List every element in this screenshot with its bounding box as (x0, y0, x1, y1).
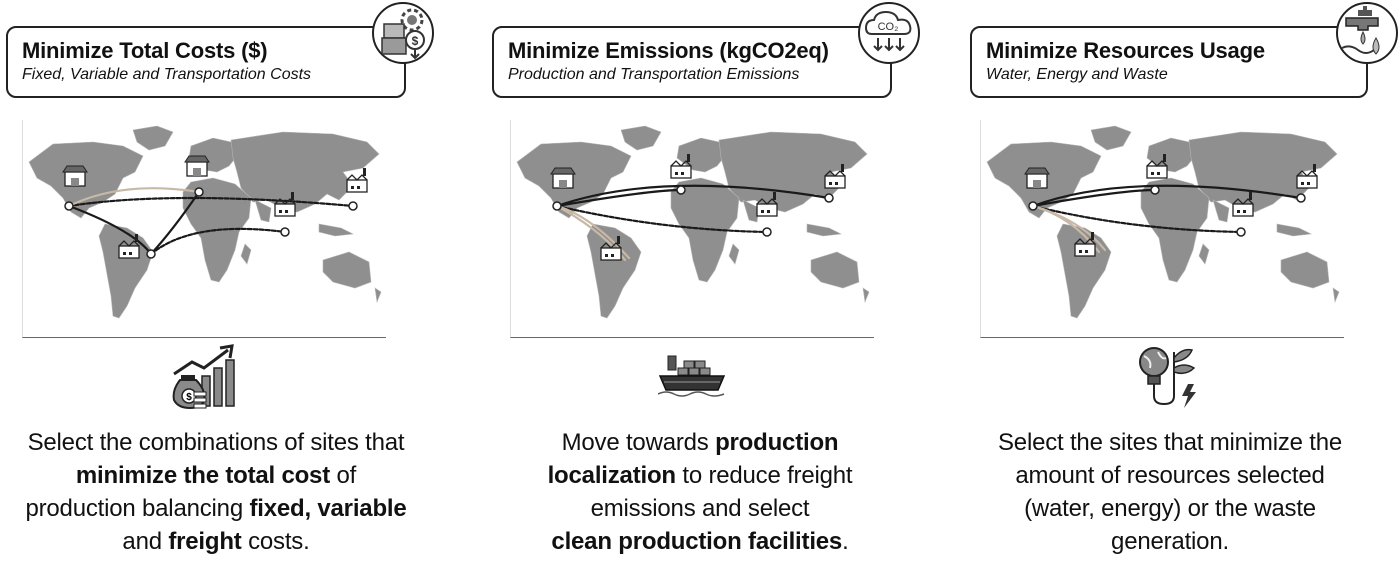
desc-text: production balancing (25, 495, 250, 522)
description-costs: Select the combinations of sites that mi… (0, 426, 432, 558)
desc-bold: localization (547, 462, 676, 489)
co2-label: CO₂ (878, 21, 899, 33)
desc-bold: minimize the total cost (75, 462, 330, 489)
factory-icon (1296, 164, 1318, 189)
header-box-costs: Minimize Total Costs ($) Fixed, Variable… (6, 26, 406, 98)
description-resources: Select the sites that minimize the amoun… (960, 426, 1380, 558)
co2-cloud-icon: CO₂ (858, 2, 920, 64)
factory-icon (600, 236, 622, 261)
route-line (555, 188, 683, 208)
desc-line: clean production facilities. (490, 525, 910, 558)
route-node (1296, 193, 1306, 203)
world-map-costs (22, 120, 386, 338)
desc-line: localization to reduce freight (490, 459, 910, 492)
factory-icon (1146, 154, 1168, 179)
description-emissions: Move towards production localization to … (490, 426, 910, 558)
desc-bold: fixed, variable (249, 495, 407, 522)
desc-bold: freight (168, 528, 242, 555)
route-node (64, 201, 74, 211)
desc-line: emissions and select (590, 495, 810, 522)
route-node (824, 193, 834, 203)
header-box-resources: Minimize Resources Usage Water, Energy a… (970, 26, 1368, 98)
desc-line: and freight costs. (0, 525, 432, 558)
route-line (67, 196, 355, 208)
desc-line: Select the combinations of sites that (27, 429, 405, 456)
route-node (1028, 201, 1038, 211)
header-title: Minimize Total Costs ($) (22, 38, 268, 63)
route-node (194, 187, 204, 197)
desc-text: costs. (241, 528, 310, 555)
desc-text: . (842, 528, 849, 555)
route-line (1031, 204, 1243, 234)
desc-text: Move towards (561, 429, 716, 456)
desc-line: Select the sites that minimize the (997, 429, 1343, 456)
route-node (676, 185, 686, 195)
route-node (146, 249, 156, 259)
route-line (67, 187, 201, 208)
factory-icon (824, 164, 846, 189)
route-node (1150, 185, 1160, 195)
header-title: Minimize Emissions (kgCO2eq) (508, 38, 829, 63)
desc-line: amount of resources selected (1015, 462, 1325, 489)
route-node (348, 201, 358, 211)
cargo-ship-icon (657, 350, 728, 405)
route-line (555, 184, 831, 208)
bulb-plant-energy-icon (1136, 344, 1206, 415)
column-emissions: Minimize Emissions (kgCO2eq) Production … (470, 0, 920, 574)
factory-icon (274, 192, 296, 217)
store-icon (550, 167, 576, 189)
header-subtitle: Fixed, Variable and Transportation Costs (22, 66, 312, 83)
factory-icon (670, 154, 692, 179)
route-line (1031, 184, 1303, 208)
column-costs: Minimize Total Costs ($) Fixed, Variable… (0, 0, 434, 574)
store-icon (62, 165, 88, 187)
factory-icon (756, 192, 778, 217)
desc-line: minimize the total cost of (0, 459, 432, 492)
money-gear-icon: $ (372, 2, 434, 64)
desc-bold: clean production facilities (551, 528, 843, 555)
desc-bold: production (715, 429, 839, 456)
factory-icon (1074, 232, 1096, 257)
desc-text: to reduce freight (675, 462, 853, 489)
route-line (1031, 188, 1157, 208)
desc-text: and (122, 528, 169, 555)
route-line (67, 204, 153, 256)
route-node (1236, 227, 1246, 237)
column-resources: Minimize Resources Usage Water, Energy a… (950, 0, 1398, 574)
header-box-emissions: Minimize Emissions (kgCO2eq) Production … (492, 26, 892, 98)
header-subtitle: Production and Transportation Emissions (508, 66, 800, 83)
factory-icon (118, 234, 140, 259)
factory-icon (1232, 192, 1254, 217)
desc-line: (water, energy) or the waste (1024, 495, 1316, 522)
world-map-resources (980, 120, 1344, 338)
store-icon (1024, 167, 1050, 189)
desc-line: production balancing fixed, variable (0, 492, 432, 525)
route-node (762, 227, 772, 237)
world-map-land (28, 125, 382, 319)
route-line (149, 190, 201, 256)
world-map-emissions (510, 120, 874, 338)
route-line (149, 227, 287, 256)
route-line (555, 204, 769, 234)
desc-text: of (330, 462, 357, 489)
water-tap-icon (1336, 2, 1398, 64)
route-node (552, 201, 562, 211)
header-title: Minimize Resources Usage (986, 38, 1265, 63)
svg-text:$: $ (186, 392, 192, 403)
store-icon (184, 155, 210, 177)
desc-line: Move towards production (490, 426, 910, 459)
desc-line: generation. (1111, 528, 1229, 555)
header-subtitle: Water, Energy and Waste (986, 66, 1168, 83)
route-node (280, 227, 290, 237)
money-growth-chart-icon: $ (170, 344, 240, 415)
svg-text:$: $ (412, 34, 419, 48)
world-map-land (516, 125, 870, 319)
route-line (1031, 204, 1107, 252)
factory-icon (346, 168, 368, 193)
